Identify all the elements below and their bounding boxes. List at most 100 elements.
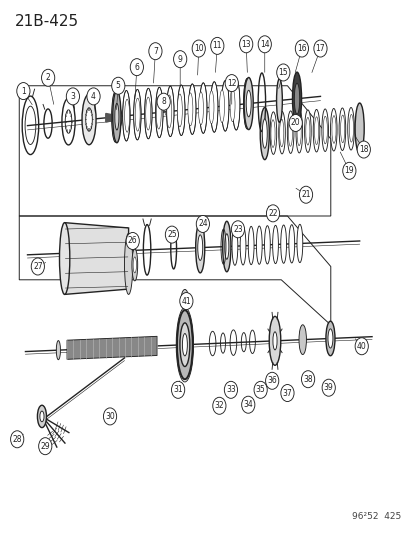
Circle shape xyxy=(17,83,30,100)
Ellipse shape xyxy=(116,108,121,128)
Ellipse shape xyxy=(177,94,182,127)
Circle shape xyxy=(301,370,314,387)
Ellipse shape xyxy=(231,227,237,265)
Text: 26: 26 xyxy=(128,237,137,246)
Text: 21: 21 xyxy=(301,190,310,199)
Ellipse shape xyxy=(112,92,119,142)
Circle shape xyxy=(356,141,370,158)
Ellipse shape xyxy=(270,120,274,148)
Circle shape xyxy=(38,438,52,455)
Text: 5: 5 xyxy=(116,81,121,90)
Ellipse shape xyxy=(327,329,332,348)
Circle shape xyxy=(313,40,326,57)
Text: 6: 6 xyxy=(134,63,139,71)
Circle shape xyxy=(157,93,170,110)
Ellipse shape xyxy=(166,95,171,128)
Ellipse shape xyxy=(304,110,311,152)
Circle shape xyxy=(112,77,125,94)
Circle shape xyxy=(241,396,254,413)
Ellipse shape xyxy=(287,111,293,154)
Ellipse shape xyxy=(264,225,270,264)
Ellipse shape xyxy=(124,99,129,132)
Ellipse shape xyxy=(144,88,152,139)
Ellipse shape xyxy=(272,225,278,264)
Ellipse shape xyxy=(314,117,318,144)
Ellipse shape xyxy=(210,82,218,132)
Text: 30: 30 xyxy=(105,412,115,421)
Ellipse shape xyxy=(248,227,254,265)
Ellipse shape xyxy=(195,222,204,273)
Circle shape xyxy=(66,88,79,105)
Ellipse shape xyxy=(155,87,163,138)
Text: 16: 16 xyxy=(297,44,306,53)
Ellipse shape xyxy=(82,94,96,145)
Ellipse shape xyxy=(313,109,319,152)
Ellipse shape xyxy=(260,108,268,160)
Ellipse shape xyxy=(276,79,282,122)
Circle shape xyxy=(276,64,289,81)
Circle shape xyxy=(265,372,278,389)
Ellipse shape xyxy=(219,90,224,123)
Text: 29: 29 xyxy=(40,442,50,451)
Ellipse shape xyxy=(122,91,130,141)
Circle shape xyxy=(171,381,184,398)
Text: 96²52  425: 96²52 425 xyxy=(351,512,400,521)
Text: 3: 3 xyxy=(70,92,75,101)
Ellipse shape xyxy=(180,323,190,367)
Text: 35: 35 xyxy=(255,385,265,394)
Text: 17: 17 xyxy=(315,44,325,53)
Ellipse shape xyxy=(296,224,302,263)
Ellipse shape xyxy=(244,77,253,130)
Ellipse shape xyxy=(297,118,301,146)
Ellipse shape xyxy=(56,341,60,360)
Circle shape xyxy=(31,258,44,275)
Ellipse shape xyxy=(330,109,336,151)
Circle shape xyxy=(196,215,209,232)
Text: 1: 1 xyxy=(21,86,26,95)
Text: 20: 20 xyxy=(290,118,300,127)
Ellipse shape xyxy=(331,116,335,143)
Ellipse shape xyxy=(40,411,44,422)
Circle shape xyxy=(225,75,238,92)
Text: 31: 31 xyxy=(173,385,183,394)
Text: 14: 14 xyxy=(259,40,269,49)
Text: 22: 22 xyxy=(268,209,277,218)
Ellipse shape xyxy=(292,72,301,125)
Ellipse shape xyxy=(133,257,136,273)
Text: 34: 34 xyxy=(243,400,252,409)
Ellipse shape xyxy=(243,78,250,129)
Text: 12: 12 xyxy=(226,78,236,87)
Ellipse shape xyxy=(230,88,235,122)
Ellipse shape xyxy=(295,110,302,153)
Ellipse shape xyxy=(221,80,228,131)
Circle shape xyxy=(299,186,312,203)
Circle shape xyxy=(258,36,271,53)
Ellipse shape xyxy=(256,226,261,264)
Ellipse shape xyxy=(279,119,283,147)
Ellipse shape xyxy=(199,83,206,133)
Ellipse shape xyxy=(37,405,46,427)
Text: 38: 38 xyxy=(303,375,312,384)
Circle shape xyxy=(210,37,223,54)
Ellipse shape xyxy=(268,317,280,365)
Ellipse shape xyxy=(222,221,230,272)
Ellipse shape xyxy=(246,90,251,117)
Text: 32: 32 xyxy=(214,401,224,410)
Ellipse shape xyxy=(114,103,119,130)
Polygon shape xyxy=(64,223,128,294)
Circle shape xyxy=(212,397,225,414)
Ellipse shape xyxy=(112,91,121,143)
Ellipse shape xyxy=(197,235,202,261)
Circle shape xyxy=(87,88,100,105)
Ellipse shape xyxy=(188,84,195,134)
Circle shape xyxy=(126,232,139,249)
Text: 39: 39 xyxy=(323,383,333,392)
Ellipse shape xyxy=(166,86,173,136)
Text: 41: 41 xyxy=(181,296,191,305)
Text: 24: 24 xyxy=(197,220,207,229)
Ellipse shape xyxy=(323,116,327,144)
Ellipse shape xyxy=(347,108,354,150)
Text: 8: 8 xyxy=(161,97,166,106)
Text: 9: 9 xyxy=(177,55,182,63)
Circle shape xyxy=(179,293,192,310)
